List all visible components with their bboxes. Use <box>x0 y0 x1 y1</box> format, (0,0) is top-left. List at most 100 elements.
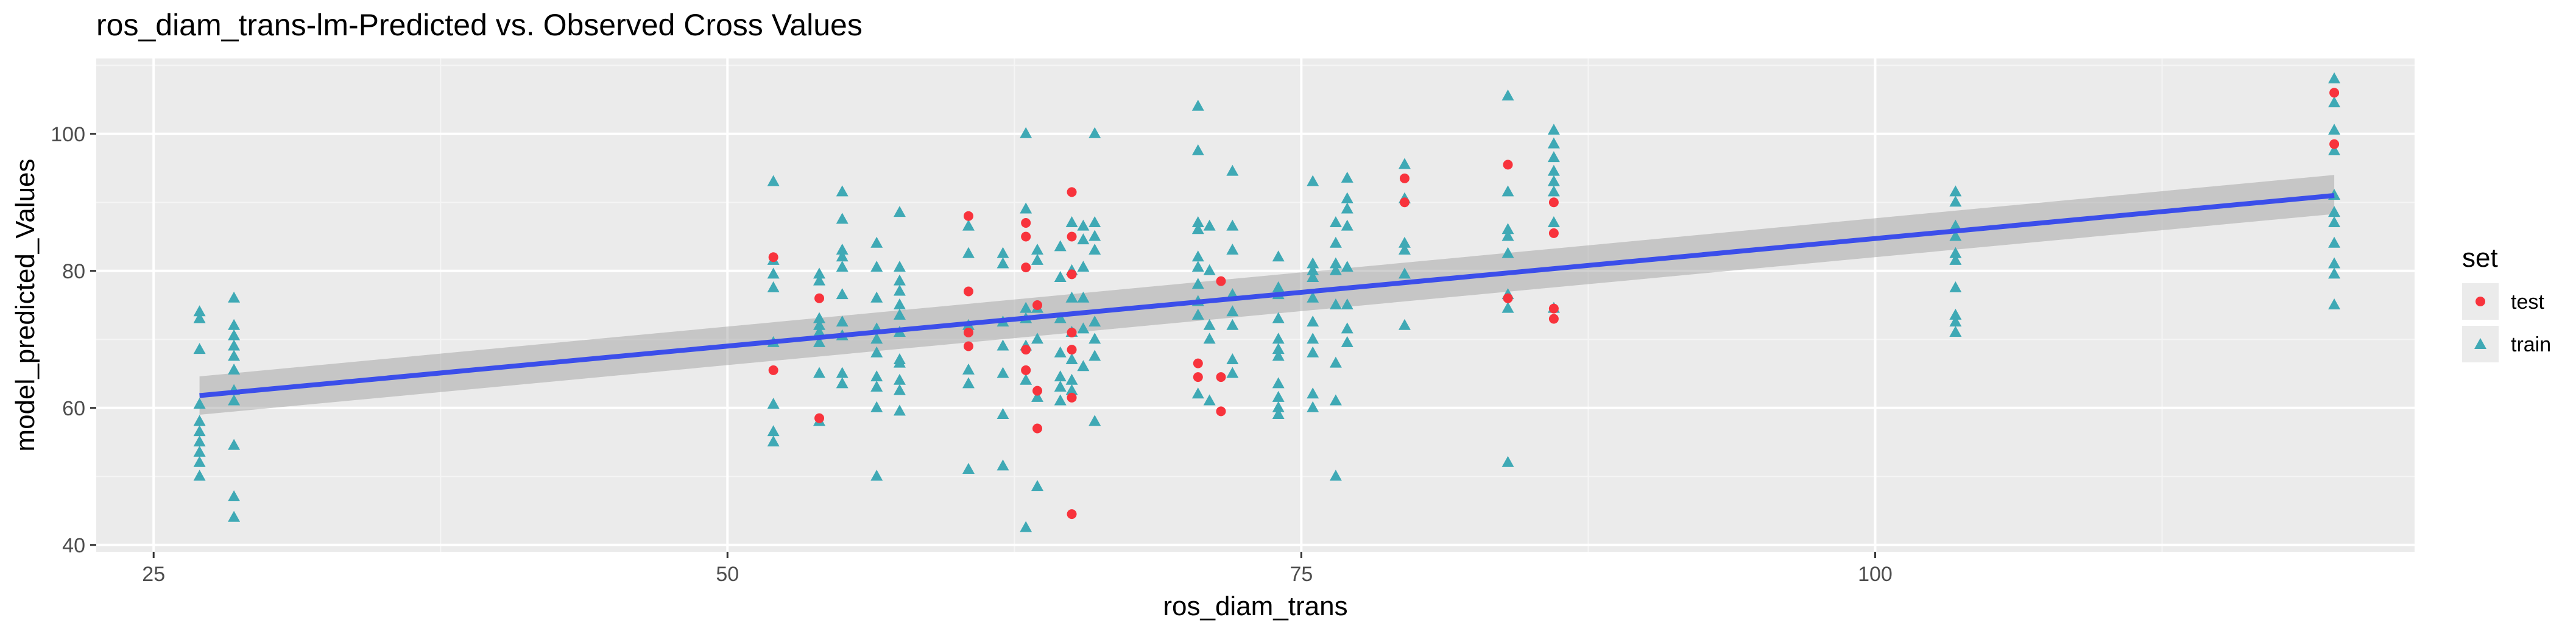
train-point <box>1341 202 1353 214</box>
test-point <box>1021 218 1031 228</box>
train-point <box>813 336 826 347</box>
test-point <box>768 365 778 375</box>
train-point <box>1065 353 1078 364</box>
test-point <box>1216 276 1226 286</box>
train-point <box>1272 350 1285 361</box>
train-point <box>893 206 906 217</box>
train-point <box>893 308 906 320</box>
test-point <box>963 328 973 337</box>
train-point <box>1191 308 1204 320</box>
test-point <box>1548 197 1559 208</box>
train-point <box>1501 89 1514 100</box>
train-point <box>997 459 1009 471</box>
train-point <box>813 319 826 330</box>
train-point <box>893 384 906 395</box>
train-point <box>228 363 241 375</box>
test-point <box>814 413 825 423</box>
test-point <box>1067 231 1077 242</box>
train-point <box>1547 216 1560 227</box>
train-point <box>1226 319 1239 330</box>
train-point <box>813 367 826 378</box>
train-point <box>1272 343 1285 354</box>
train-point <box>962 247 975 258</box>
train-point <box>193 343 206 354</box>
train-point <box>1307 175 1319 186</box>
test-point <box>1399 197 1410 208</box>
train-point <box>1307 401 1319 412</box>
test-point <box>1503 293 1513 303</box>
train-point <box>1341 336 1353 347</box>
regression-line-layer <box>199 193 2335 398</box>
train-point <box>1949 308 1962 320</box>
train-point <box>1341 322 1353 334</box>
train-point <box>1054 394 1067 406</box>
train-point <box>1054 240 1067 252</box>
train-point <box>2328 72 2341 83</box>
train-point <box>1203 264 1216 275</box>
train-point <box>870 236 883 248</box>
train-point <box>1077 291 1090 303</box>
legend-key-train <box>2474 338 2486 349</box>
y-tick-label: 100 <box>51 123 85 146</box>
train-point <box>893 298 906 309</box>
train-point <box>1307 264 1319 275</box>
train-point <box>870 346 883 358</box>
train-point <box>836 288 849 300</box>
train-point <box>893 356 906 368</box>
train-point <box>962 377 975 389</box>
test-point <box>1021 365 1031 375</box>
x-tick-label: 75 <box>1290 563 1313 586</box>
train-point <box>1272 401 1285 412</box>
test-point <box>1067 509 1077 520</box>
train-point <box>1191 223 1204 234</box>
train-point <box>870 381 883 392</box>
train-point <box>1949 281 1962 292</box>
train-point <box>193 425 206 437</box>
train-point <box>1191 144 1204 155</box>
test-point <box>2329 88 2340 98</box>
train-point <box>997 408 1009 419</box>
x-tick-label: 100 <box>1858 563 1893 586</box>
train-point <box>1329 236 1342 248</box>
test-point <box>1548 314 1559 324</box>
test-point <box>1399 173 1410 183</box>
train-point <box>1203 333 1216 344</box>
train-point <box>1307 387 1319 399</box>
train-point <box>870 470 883 481</box>
train-point <box>767 425 780 437</box>
train-point <box>1203 219 1216 231</box>
train-point <box>767 175 780 186</box>
train-point <box>1089 315 1101 327</box>
train-point <box>1226 164 1239 176</box>
x-axis-title: ros_diam_trans <box>1163 591 1347 621</box>
train-point <box>228 350 241 361</box>
train-point <box>1501 301 1514 313</box>
test-point <box>1067 187 1077 197</box>
train-point <box>813 267 826 279</box>
train-point <box>1547 185 1560 197</box>
train-point <box>1226 367 1239 378</box>
test-point <box>2329 139 2340 149</box>
train-point <box>1949 195 1962 207</box>
train-point <box>1226 244 1239 255</box>
train-point <box>1547 164 1560 176</box>
train-point <box>997 247 1009 258</box>
train-point <box>962 219 975 231</box>
train-point <box>1191 216 1204 227</box>
train-point <box>2328 96 2341 108</box>
train-point <box>228 339 241 351</box>
train-point <box>193 305 206 317</box>
train-point <box>1054 346 1067 358</box>
train-point <box>767 267 780 279</box>
train-point <box>1949 247 1962 258</box>
train-point <box>1307 346 1319 358</box>
train-point <box>836 213 849 224</box>
test-point <box>1021 231 1031 242</box>
train-point <box>1272 390 1285 402</box>
major-gridlines <box>96 58 2415 552</box>
train-point <box>1307 333 1319 344</box>
train-point <box>1329 356 1342 368</box>
train-point <box>1949 185 1962 197</box>
train-point <box>1089 127 1101 138</box>
train-point <box>1031 244 1044 255</box>
